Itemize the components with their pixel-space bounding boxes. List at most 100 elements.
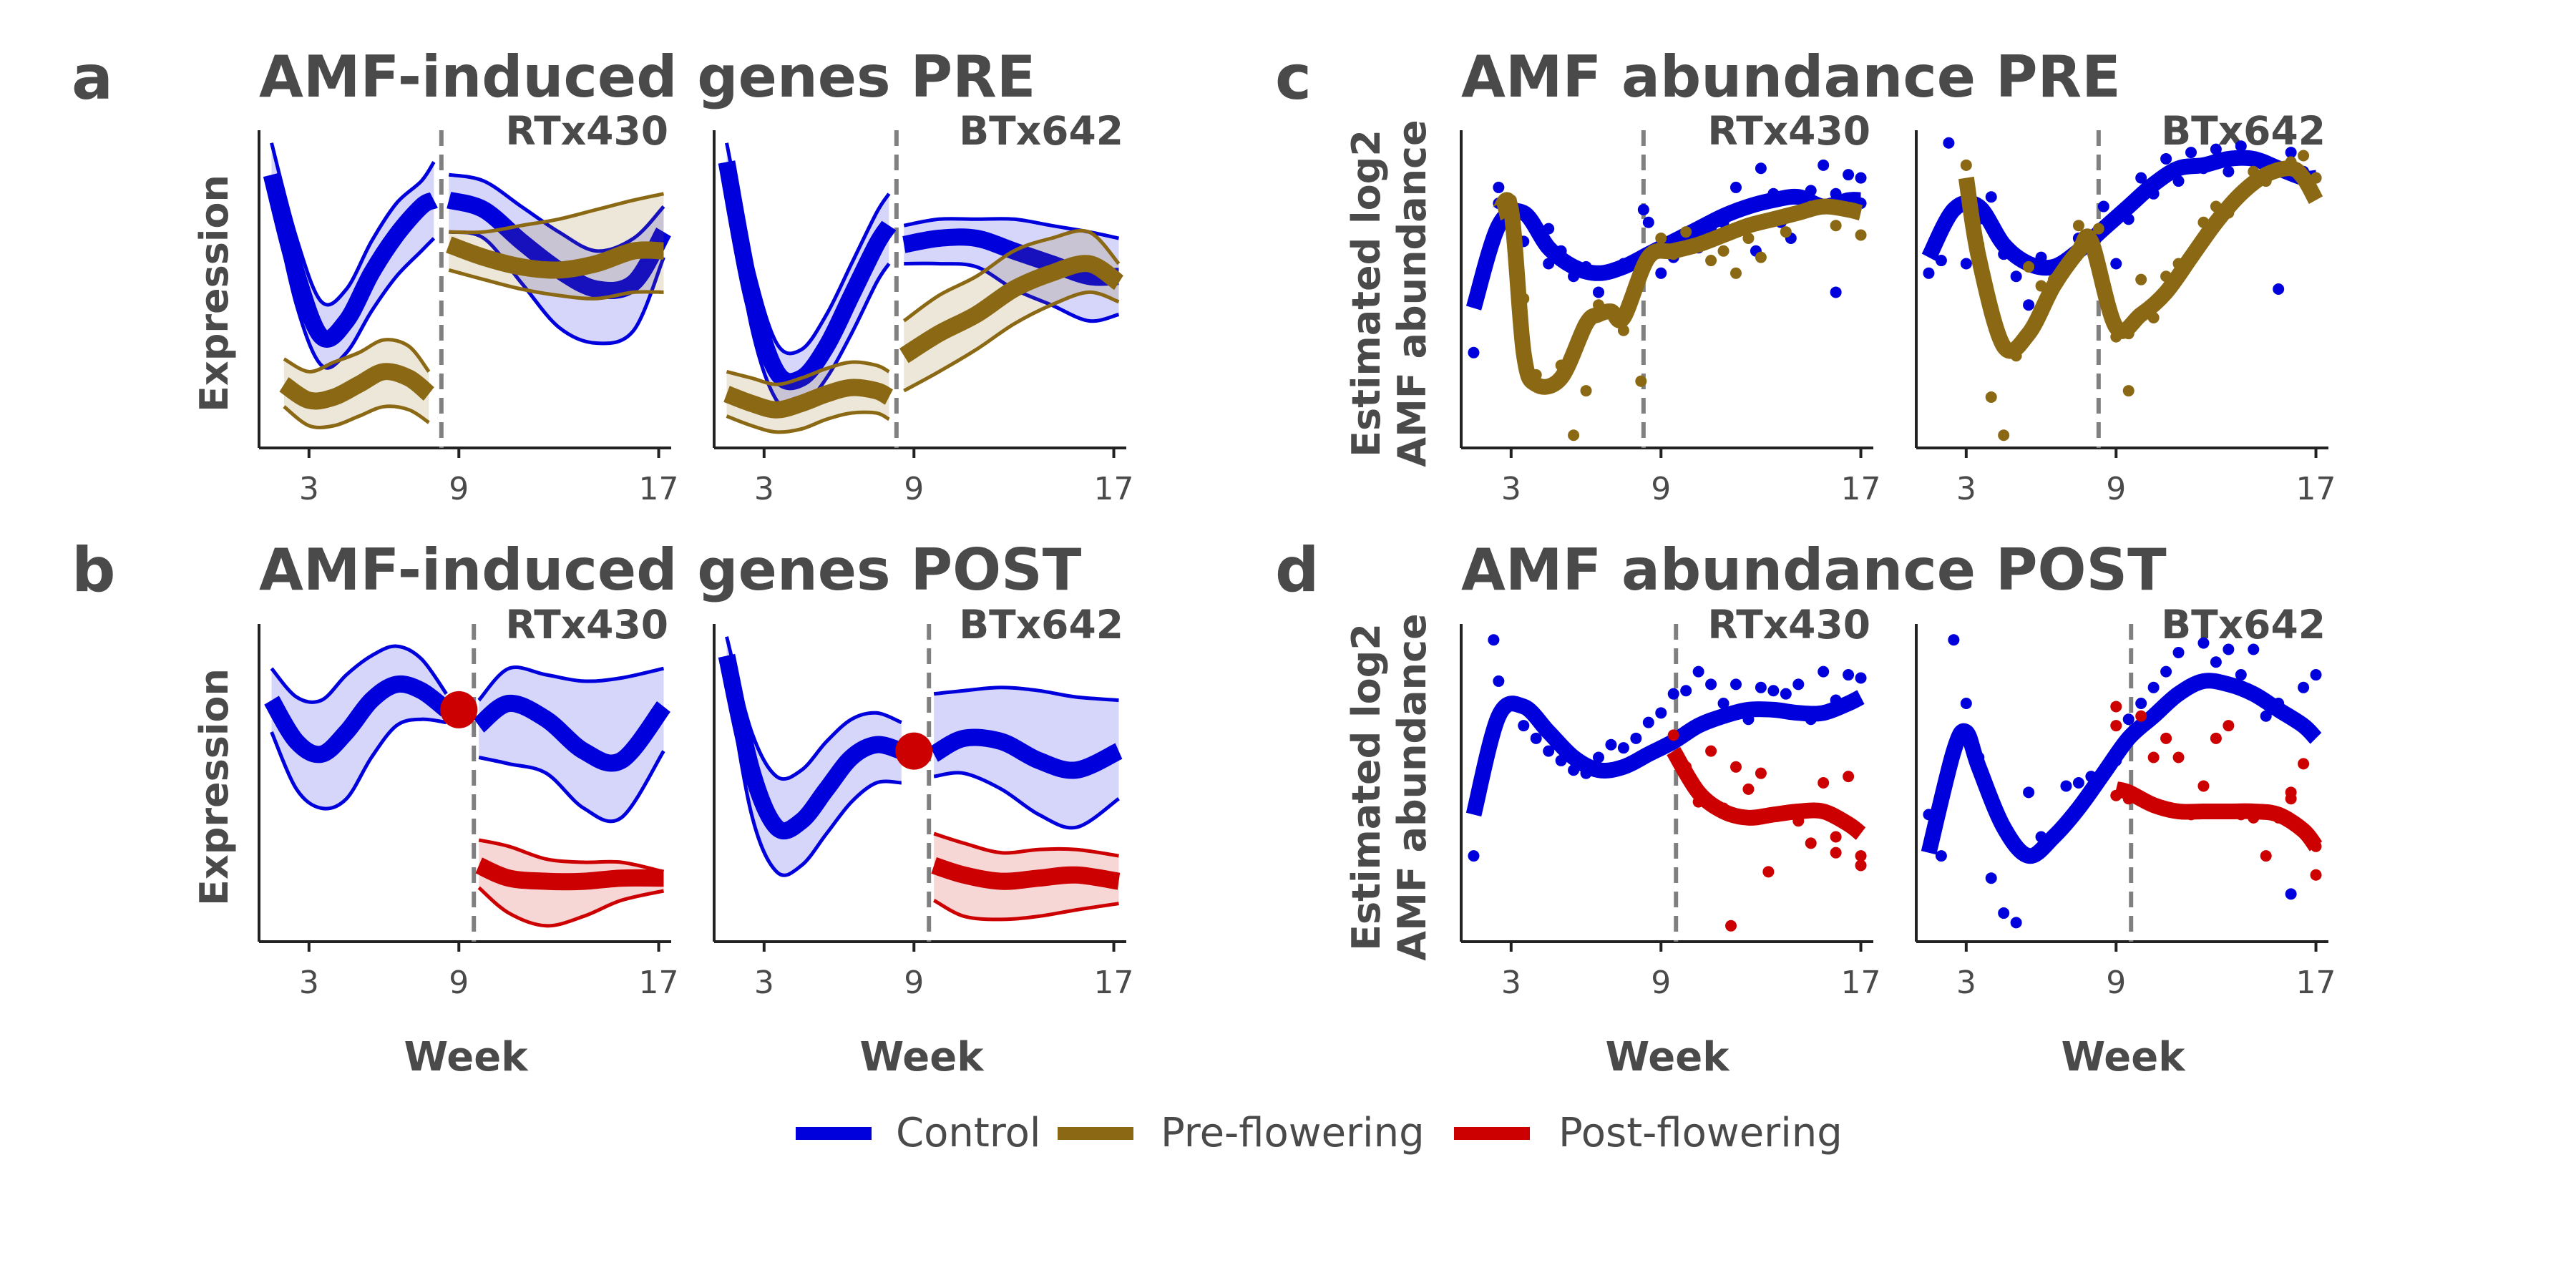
x-tick-label-d-rtx430-3: 3: [1501, 965, 1521, 1001]
point-control-c-btx642-22: [2223, 165, 2235, 177]
panel-title-b: AMF-induced genes POST: [259, 537, 1082, 603]
point-pre-c-btx642-14: [2135, 273, 2147, 286]
line-control-b-btx642-1: [930, 728, 1123, 779]
legend-label-post-flowering: Post-flowering: [1558, 1110, 1843, 1156]
x-tick-label-c-rtx430-9: 9: [1651, 471, 1671, 507]
point-control-d-btx642-29: [2298, 681, 2310, 693]
point-control-d-rtx430-25: [1780, 688, 1792, 700]
point-post-d-btx642-19: [2310, 869, 2322, 881]
panel-letter-d: d: [1275, 535, 1319, 606]
band-pre-a-rtx430-1: [449, 193, 664, 299]
band-upper-control-b-btx642-1: [933, 686, 1119, 703]
band-upper-pre-a-rtx430-1: [449, 192, 665, 235]
point-control-c-rtx430-9: [1593, 286, 1604, 298]
x-tick-label-a-rtx430-3: 3: [299, 471, 319, 507]
x-tick-label-a-btx642-9: 9: [904, 471, 924, 507]
x-tick-label-a-btx642-17: 17: [1094, 471, 1134, 507]
subplot-c-rtx430: 3 9 17 RTx430: [1460, 108, 1881, 507]
point-control-d-btx642-1: [1935, 850, 1947, 862]
subplot-a-rtx430: 3 9 17 RTx430: [258, 108, 679, 507]
point-control-d-btx642-2: [1948, 634, 1960, 646]
x-tick-label-d-btx642-17: 17: [2296, 965, 2336, 1001]
x-tick-label-a-rtx430-9: 9: [449, 471, 469, 507]
y-axis-label-d-line2: AMF abundance: [1390, 613, 1435, 960]
band-lower-control-b-btx642-0: [725, 674, 902, 877]
point-control-d-btx642-11: [2072, 777, 2084, 789]
point-post-d-rtx430-18: [1830, 831, 1842, 843]
point-control-c-btx642-13: [2110, 258, 2122, 270]
point-control-c-rtx430-22: [1755, 162, 1767, 175]
band-lower-control-b-rtx430-0: [270, 717, 447, 811]
point-control-d-rtx430-0: [1468, 850, 1480, 862]
point-post-d-rtx430-3: [1705, 745, 1717, 757]
y-axis-label-a: Expression: [192, 175, 237, 412]
point-control-c-rtx430-30: [1843, 169, 1855, 181]
point-control-d-btx642-15: [2122, 713, 2135, 726]
point-post-d-btx642-9: [2197, 780, 2210, 792]
line-control-b-btx642-0: [718, 653, 904, 840]
point-control-c-btx642-19: [2185, 147, 2197, 159]
x-tick-label-c-btx642-17: 17: [2296, 471, 2336, 507]
point-pre-c-btx642-3: [1998, 429, 2010, 441]
point-control-d-rtx430-1: [1488, 634, 1500, 646]
point-control-c-rtx430-13: [1655, 267, 1667, 279]
point-post-d-btx642-5: [2147, 751, 2160, 763]
subplot-d-rtx430: 3 9 17 RTx430: [1460, 602, 1881, 1001]
point-control-d-rtx430-4: [1518, 720, 1530, 732]
point-control-d-rtx430-18: [1692, 665, 1704, 678]
x-tick-label-c-rtx430-17: 17: [1841, 471, 1881, 507]
point-post-d-btx642-14: [2260, 850, 2272, 862]
point-control-c-btx642-0: [1923, 267, 1935, 279]
x-tick-label-d-btx642-3: 3: [1956, 965, 1976, 1001]
point-pre-c-rtx430-6: [1580, 385, 1592, 397]
fit-line-pre-c-btx642: [1958, 160, 2323, 359]
fit-line-pre-c-rtx430: [1492, 192, 1863, 395]
point-control-c-btx642-7: [2010, 270, 2022, 283]
point-control-d-btx642-16: [2135, 698, 2147, 709]
point-pre-c-btx642-10: [2092, 223, 2104, 235]
point-control-c-rtx430-11: [1642, 216, 1654, 228]
y-axis-label-b: Expression: [192, 668, 237, 906]
legend-label-pre-flowering: Pre-flowering: [1161, 1110, 1425, 1156]
point-control-c-btx642-21: [2210, 143, 2222, 155]
band-upper-control-a-rtx430-1: [448, 172, 665, 253]
point-control-c-btx642-3: [1960, 258, 1972, 270]
point-control-d-btx642-18: [2160, 665, 2172, 678]
subplot-title-d-rtx430: RTx430: [1707, 602, 1870, 648]
point-control-c-rtx430-0: [1468, 346, 1480, 358]
subplot-title-a-rtx430: RTx430: [505, 108, 668, 154]
line-post-b-btx642-0: [931, 857, 1121, 890]
point-control-d-rtx430-10: [1593, 751, 1604, 763]
band-lower-control-a-rtx430-1: [448, 230, 665, 346]
point-control-c-btx642-26: [2273, 283, 2285, 295]
fit-line-control-d-btx642: [1921, 673, 2322, 864]
x-tick-label-d-rtx430-17: 17: [1841, 965, 1881, 1001]
point-control-d-rtx430-6: [1543, 745, 1555, 757]
point-control-d-rtx430-19: [1705, 678, 1717, 691]
point-control-d-rtx430-5: [1530, 732, 1542, 744]
point-post-d-rtx430-8: [1755, 767, 1767, 779]
point-pre-c-rtx430-11: [1655, 232, 1667, 244]
subplot-title-b-btx642: BTx642: [959, 602, 1123, 648]
point-control-c-rtx430-1: [1493, 181, 1505, 193]
point-post-d-btx642-10: [2210, 732, 2222, 744]
x-axis-label-d-btx642: Week: [2062, 1034, 2187, 1080]
point-post-d-rtx430-14: [1830, 847, 1842, 859]
point-control-d-btx642-22: [2210, 656, 2222, 668]
point-control-d-btx642-28: [2285, 888, 2297, 900]
point-control-d-rtx430-17: [1680, 685, 1692, 697]
band-upper-control-b-rtx430-0: [270, 644, 448, 704]
band-upper-control-a-rtx430-0: [270, 142, 436, 307]
point-pre-c-btx642-2: [1985, 391, 1997, 403]
point-pre-c-rtx430-23: [1855, 229, 1867, 241]
point-control-d-rtx430-21: [1730, 678, 1742, 691]
point-post-d-rtx430-0: [1667, 729, 1679, 741]
x-tick-label-b-btx642-9: 9: [904, 965, 924, 1001]
y-axis-label-c-line2: AMF abundance: [1390, 119, 1435, 467]
point-control-d-btx642-10: [2060, 780, 2072, 792]
point-control-d-btx642-6: [1998, 907, 2010, 919]
x-axis-label-d-rtx430: Week: [1606, 1034, 1731, 1080]
line-control-b-rtx430-0: [264, 675, 452, 763]
fit-line-post-d-btx642: [2114, 781, 2323, 852]
